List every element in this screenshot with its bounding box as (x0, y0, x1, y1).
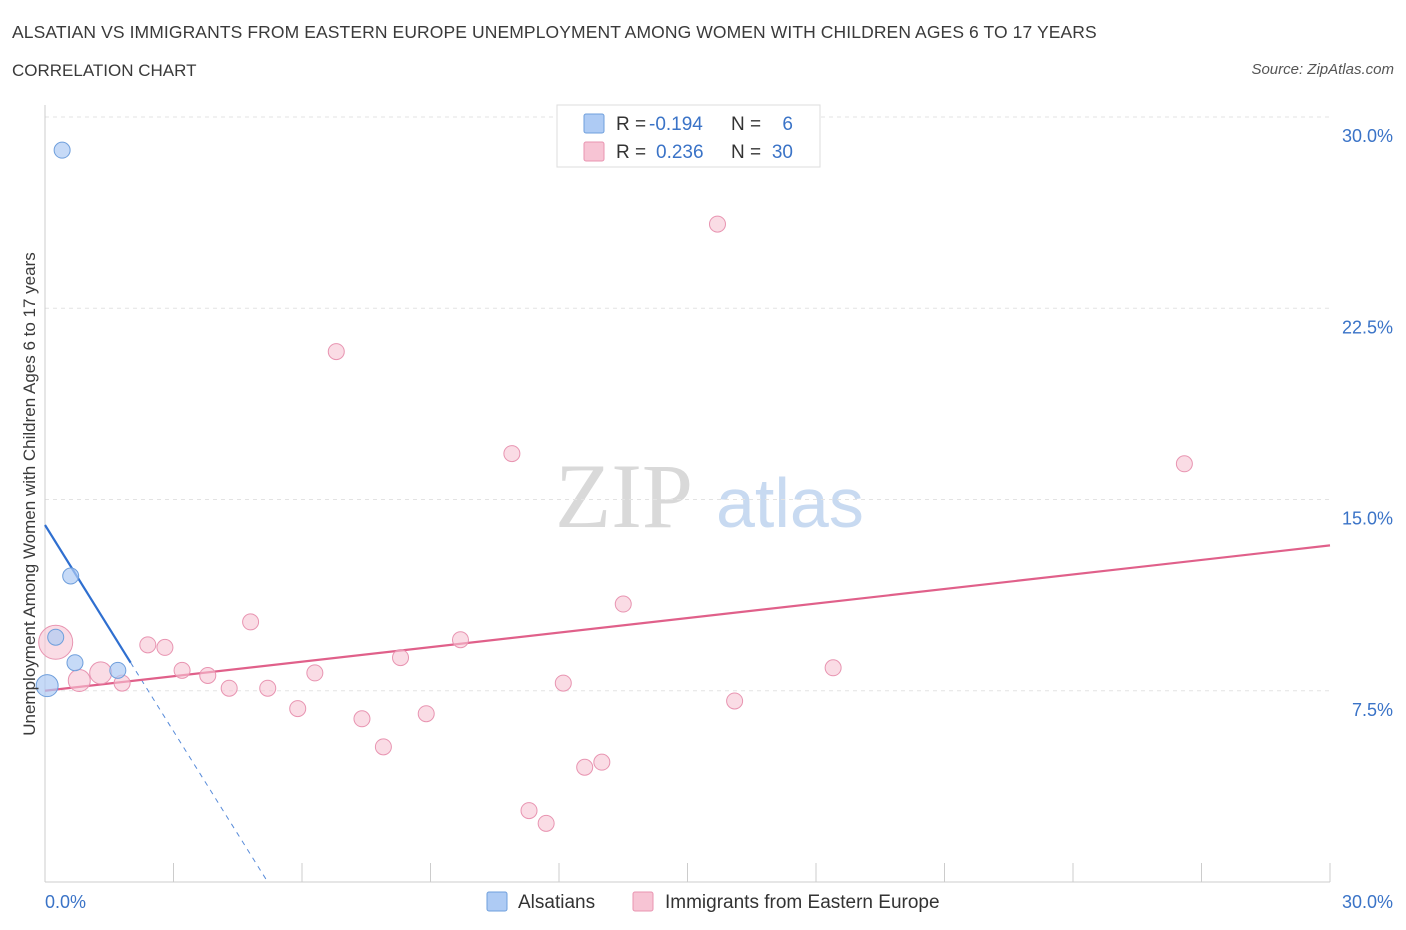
tick-labels: 7.5% 15.0% 22.5% 30.0% 0.0% 30.0% (45, 126, 1393, 912)
legend-n-value-alsatians: 6 (782, 114, 793, 135)
y-axis-label: Unemployment Among Women with Children A… (20, 252, 39, 736)
trend-line-alsatians-extension (130, 662, 269, 883)
x-tick-label-1: 30.0% (1342, 892, 1393, 912)
y-tick-label-3: 30.0% (1342, 126, 1393, 146)
point-immigrants-8 (220, 679, 238, 697)
point-immigrants-24 (593, 753, 611, 771)
trend-line-alsatians (44, 524, 132, 664)
axes (44, 105, 1331, 883)
point-immigrants-23 (576, 758, 594, 776)
bottom-legend-swatch-immigrants (632, 891, 654, 912)
chart-subtitle: CORRELATION CHART (12, 61, 197, 80)
series-legend: Alsatians Immigrants from Eastern Europe (486, 891, 940, 913)
bottom-legend-swatch-alsatians (486, 891, 508, 912)
y-tick-label-0: 7.5% (1352, 700, 1393, 720)
legend-swatch-immigrants (583, 141, 605, 162)
x-tick-label-0: 0.0% (45, 892, 86, 912)
trend-lines (44, 524, 1331, 883)
point-immigrants-9 (242, 613, 260, 631)
point-immigrants-11 (289, 700, 307, 718)
watermark-atlas: atlas (716, 464, 864, 542)
y-tick-label-2: 22.5% (1342, 317, 1393, 337)
correlation-legend: R = -0.194 N = 6 R = 0.236 N = 30 (556, 104, 821, 168)
legend-r-value-alsatians: -0.194 (649, 114, 703, 135)
y-tick-label-1: 15.0% (1342, 509, 1393, 529)
watermark-zip: ZIP (555, 445, 693, 547)
bottom-legend-label-immigrants: Immigrants from Eastern Europe (665, 892, 940, 913)
point-immigrants-21 (537, 814, 555, 832)
point-immigrants-25 (614, 595, 632, 613)
point-immigrants-17 (417, 705, 435, 723)
trend-line-immigrants (44, 544, 1331, 692)
point-alsatians-3 (66, 654, 84, 672)
legend-r-value-immigrants: 0.236 (656, 142, 704, 163)
legend-r-label-alsatians: R = (616, 114, 646, 135)
legend-r-label-immigrants: R = (616, 142, 646, 163)
point-immigrants-28 (824, 659, 842, 677)
point-immigrants-19 (503, 445, 521, 463)
point-immigrants-16 (392, 649, 410, 667)
legend-n-label-immigrants: N = (731, 142, 761, 163)
point-immigrants-4 (139, 636, 157, 654)
point-alsatians-4 (109, 661, 127, 679)
point-immigrants-13 (327, 343, 345, 361)
point-immigrants-7 (199, 666, 217, 684)
legend-n-value-immigrants: 30 (772, 142, 793, 163)
point-immigrants-26 (708, 215, 726, 233)
point-immigrants-1 (67, 669, 91, 693)
point-immigrants-6 (173, 661, 191, 679)
data-points (35, 141, 1193, 832)
chart-title: ALSATIAN VS IMMIGRANTS FROM EASTERN EURO… (12, 22, 1097, 42)
point-immigrants-20 (520, 802, 538, 820)
point-immigrants-5 (156, 638, 174, 656)
point-immigrants-15 (374, 738, 392, 756)
legend-swatch-alsatians (583, 113, 605, 134)
point-immigrants-22 (554, 674, 572, 692)
legend-n-label-alsatians: N = (731, 114, 761, 135)
point-immigrants-29 (1175, 455, 1193, 473)
point-alsatians-5 (35, 674, 59, 698)
source-credit: Source: ZipAtlas.com (1251, 61, 1394, 78)
bottom-legend-label-alsatians: Alsatians (518, 892, 595, 913)
watermark: ZIP atlas (555, 445, 864, 547)
point-alsatians-1 (62, 567, 80, 585)
point-immigrants-12 (306, 664, 324, 682)
gridlines (45, 116, 1330, 692)
point-immigrants-10 (259, 679, 277, 697)
point-immigrants-14 (353, 710, 371, 728)
point-alsatians-2 (47, 628, 65, 646)
point-immigrants-27 (726, 692, 744, 710)
point-immigrants-18 (451, 631, 469, 649)
point-alsatians-0 (53, 141, 71, 159)
point-immigrants-2 (89, 661, 113, 685)
